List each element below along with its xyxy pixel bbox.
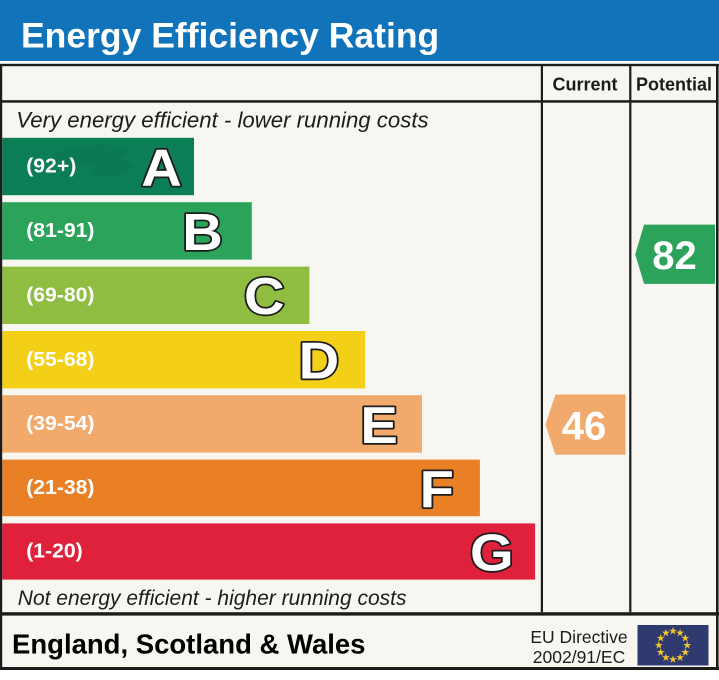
- svg-text:46: 46: [562, 405, 607, 449]
- svg-text:Energy Efficiency Rating: Energy Efficiency Rating: [21, 16, 439, 56]
- svg-text:(81-91): (81-91): [26, 220, 94, 242]
- svg-text:(55-68): (55-68): [26, 348, 94, 370]
- svg-text:G: G: [470, 524, 514, 582]
- svg-text:(39-54): (39-54): [26, 413, 94, 435]
- svg-text:(92+): (92+): [26, 155, 76, 177]
- svg-text:Not energy efficient - higher: Not energy efficient - higher running co…: [18, 587, 407, 610]
- svg-text:(69-80): (69-80): [26, 284, 94, 306]
- svg-text:(21-38): (21-38): [26, 477, 94, 499]
- svg-text:(1-20): (1-20): [26, 540, 83, 562]
- svg-text:82: 82: [652, 234, 697, 278]
- svg-text:A: A: [141, 139, 182, 197]
- svg-text:Current: Current: [552, 75, 617, 95]
- svg-text:EU Directive: EU Directive: [530, 627, 627, 647]
- svg-text:2002/91/EC: 2002/91/EC: [533, 647, 625, 667]
- svg-text:F: F: [420, 461, 454, 519]
- svg-text:Potential: Potential: [636, 75, 712, 95]
- svg-text:B: B: [182, 204, 223, 262]
- svg-text:Very energy efficient - lower: Very energy efficient - lower running co…: [16, 107, 428, 132]
- svg-text:England, Scotland & Wales: England, Scotland & Wales: [12, 629, 365, 660]
- svg-text:E: E: [360, 397, 397, 455]
- svg-text:D: D: [299, 332, 340, 390]
- svg-text:C: C: [244, 268, 285, 326]
